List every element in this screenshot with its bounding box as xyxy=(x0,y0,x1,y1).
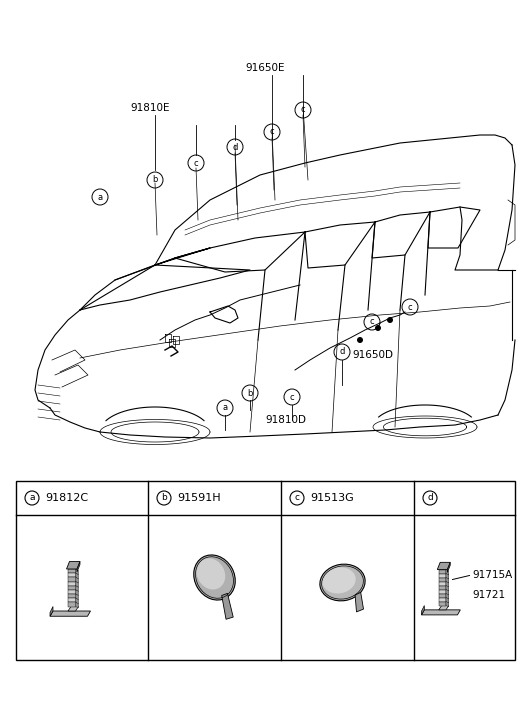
Text: 91810E: 91810E xyxy=(130,103,170,113)
Text: 91513G: 91513G xyxy=(310,493,354,503)
Polygon shape xyxy=(68,594,75,598)
Polygon shape xyxy=(439,585,446,590)
Polygon shape xyxy=(68,569,75,573)
Text: c: c xyxy=(295,494,299,502)
Polygon shape xyxy=(50,606,53,616)
Text: c: c xyxy=(290,393,294,401)
Text: 91715A: 91715A xyxy=(473,571,513,580)
Text: c: c xyxy=(270,127,275,137)
Text: a: a xyxy=(222,403,228,412)
Polygon shape xyxy=(50,611,90,616)
Text: a: a xyxy=(29,494,35,502)
Polygon shape xyxy=(75,582,79,587)
Circle shape xyxy=(357,337,363,343)
Text: b: b xyxy=(161,494,167,502)
Polygon shape xyxy=(222,593,233,619)
Text: c: c xyxy=(370,318,374,326)
Polygon shape xyxy=(75,594,79,600)
Polygon shape xyxy=(75,603,79,608)
Polygon shape xyxy=(75,573,79,579)
Text: b: b xyxy=(247,388,253,398)
Polygon shape xyxy=(439,601,446,606)
Polygon shape xyxy=(422,610,460,615)
Polygon shape xyxy=(355,593,364,612)
Circle shape xyxy=(375,325,381,331)
Polygon shape xyxy=(439,593,446,598)
Polygon shape xyxy=(68,603,75,606)
Ellipse shape xyxy=(320,564,365,601)
Polygon shape xyxy=(68,582,75,586)
Polygon shape xyxy=(75,577,79,583)
Polygon shape xyxy=(66,561,80,569)
Polygon shape xyxy=(439,569,446,574)
Polygon shape xyxy=(446,598,449,603)
Text: b: b xyxy=(152,175,158,185)
Polygon shape xyxy=(446,574,449,579)
Text: c: c xyxy=(301,105,305,114)
Text: d: d xyxy=(233,142,238,151)
Polygon shape xyxy=(68,577,75,582)
Text: 91810D: 91810D xyxy=(265,415,306,425)
Polygon shape xyxy=(439,606,449,610)
Text: c: c xyxy=(408,302,412,311)
Polygon shape xyxy=(68,573,75,577)
Polygon shape xyxy=(446,582,449,587)
Polygon shape xyxy=(75,586,79,591)
Polygon shape xyxy=(77,561,80,572)
Bar xyxy=(16,481,515,660)
Text: c: c xyxy=(194,158,198,167)
Text: a: a xyxy=(97,193,102,201)
Polygon shape xyxy=(446,590,449,595)
Polygon shape xyxy=(75,590,79,595)
Polygon shape xyxy=(422,606,424,615)
Polygon shape xyxy=(68,606,79,611)
Polygon shape xyxy=(68,590,75,594)
Text: d: d xyxy=(427,494,433,502)
Text: 91591H: 91591H xyxy=(177,493,220,503)
Text: 91650D: 91650D xyxy=(352,350,393,360)
Polygon shape xyxy=(75,598,79,604)
Polygon shape xyxy=(439,582,446,585)
Polygon shape xyxy=(439,590,446,593)
Text: 91650E: 91650E xyxy=(245,63,285,73)
Polygon shape xyxy=(68,598,75,603)
Polygon shape xyxy=(446,601,449,607)
Text: d: d xyxy=(339,348,345,356)
Polygon shape xyxy=(68,586,75,590)
Polygon shape xyxy=(439,598,446,601)
Polygon shape xyxy=(446,569,449,575)
Polygon shape xyxy=(439,574,446,577)
Text: 91812C: 91812C xyxy=(45,493,88,503)
Text: 91721: 91721 xyxy=(473,590,506,601)
Ellipse shape xyxy=(194,555,235,600)
Circle shape xyxy=(387,317,393,323)
Polygon shape xyxy=(448,563,450,572)
Polygon shape xyxy=(446,593,449,599)
Polygon shape xyxy=(75,569,79,574)
Polygon shape xyxy=(438,563,450,569)
Polygon shape xyxy=(446,585,449,591)
Ellipse shape xyxy=(322,567,356,593)
Polygon shape xyxy=(439,577,446,582)
Ellipse shape xyxy=(196,558,225,590)
Polygon shape xyxy=(446,577,449,583)
